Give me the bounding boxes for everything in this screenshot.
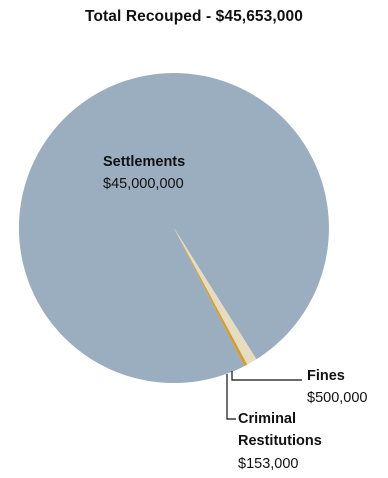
leader-line-fines bbox=[231, 371, 302, 381]
label-settlements-name: Settlements bbox=[103, 154, 185, 170]
label-criminal-restitutions-name-line2: Restitutions bbox=[238, 433, 322, 449]
pie-slice-fines bbox=[174, 228, 257, 365]
pie-slice-criminal-restitutions bbox=[174, 228, 248, 367]
leader-line-criminal-restitutions bbox=[226, 374, 236, 420]
label-fines-value: $500,000 bbox=[307, 390, 367, 406]
label-criminal-restitutions-value: $153,000 bbox=[238, 456, 298, 472]
chart-title: Total Recouped - $45,653,000 bbox=[85, 8, 303, 25]
label-settlements-value: $45,000,000 bbox=[103, 176, 184, 192]
label-criminal-restitutions-name-line1: Criminal bbox=[238, 411, 296, 427]
pie-slice-settlements bbox=[18, 73, 329, 384]
label-fines-name: Fines bbox=[307, 368, 345, 384]
